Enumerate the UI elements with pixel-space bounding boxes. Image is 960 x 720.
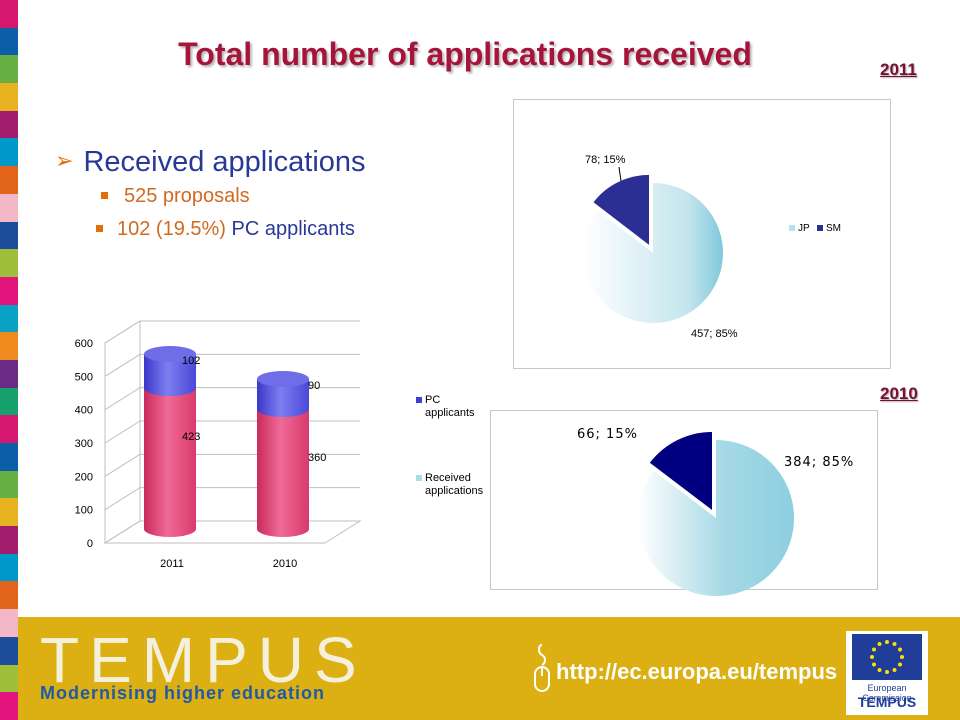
- bar-top-2010: [257, 371, 309, 387]
- bar-received-2011: [144, 388, 196, 537]
- legend-label: PC applicants: [425, 394, 475, 419]
- year-label-2011: 2011: [880, 60, 917, 79]
- square-bullet-icon: [96, 225, 103, 232]
- eu-flag-icon: [852, 634, 922, 680]
- legend-swatch: [416, 397, 422, 403]
- bar-top-2011: [144, 346, 196, 362]
- eu-logo-label: European Commission: [862, 683, 912, 703]
- data-label: 90: [308, 380, 320, 392]
- y-tick-label: 500: [75, 371, 93, 383]
- y-tick-label: 200: [75, 471, 93, 483]
- stacked-bar-chart: 0 100 200 300 400 500 600 423 102 2011 360 90 2010 PC…: [75, 320, 484, 570]
- tempus-tagline: Modernising higher education: [40, 683, 326, 703]
- bullet-pc-count: 102 (19.5%): [117, 218, 226, 240]
- gridline-side: [104, 353, 141, 377]
- bar-pc-2011: [144, 354, 196, 396]
- mouse-cursor-icon: [534, 644, 550, 692]
- gridline-side: [104, 520, 141, 544]
- x-tick-label: 2010: [273, 558, 297, 570]
- eu-logo-tempus: TEMPUS: [857, 694, 917, 710]
- pie-slice-jp: [583, 183, 723, 323]
- bullet-main-text: Received applications: [83, 146, 366, 178]
- year-label-2010: 2010: [880, 384, 918, 403]
- pie-slice-pc: [649, 431, 712, 510]
- y-tick-label: 100: [75, 505, 93, 517]
- pie-chart-2011: 78; 15% 457; 85% JP SM: [583, 154, 841, 340]
- footer-banner: TEMPUS Modernising higher education http…: [18, 617, 960, 720]
- bullet-received-applications: ➢ Received applications: [55, 146, 366, 179]
- y-tick-label: 0: [87, 538, 93, 550]
- pie-label-sm: 78; 15%: [585, 154, 626, 166]
- leader-line: [618, 166, 622, 182]
- data-label: 423: [182, 431, 200, 443]
- bullet-pc-text: PC applicants: [231, 218, 355, 240]
- legend-swatch-jp: [789, 225, 795, 231]
- y-tick-label: 300: [75, 438, 93, 450]
- bullet-proposals: 525 proposals: [101, 185, 250, 208]
- floor: [103, 520, 362, 544]
- y-tick-label: 400: [75, 405, 93, 417]
- gridline-side: [104, 420, 141, 444]
- data-label: 360: [308, 452, 326, 464]
- bar-pc-2010: [257, 379, 309, 417]
- arrow-bullet-icon: ➢: [55, 148, 74, 173]
- legend-swatch: [416, 475, 422, 481]
- slide-title: Total number of applications received: [178, 36, 752, 72]
- pie-label-pc: 66; 15%: [577, 427, 638, 442]
- gridline-side: [104, 387, 141, 411]
- pie-label-received: 384; 85%: [784, 455, 854, 470]
- gridline-side: [104, 320, 141, 344]
- pie-label-jp: 457; 85%: [691, 328, 738, 340]
- square-bullet-icon: [101, 192, 108, 199]
- decorative-color-stripe: [0, 0, 18, 720]
- y-tick-label: 600: [75, 338, 93, 350]
- gridline-side: [104, 453, 141, 477]
- tempus-logo: TEMPUS: [40, 624, 367, 696]
- bullet-pc-applicants: 102 (19.5%) PC applicants: [96, 218, 355, 241]
- data-label: 102: [182, 355, 200, 367]
- x-tick-label: 2011: [160, 558, 184, 570]
- pie-slice-sm: [593, 174, 650, 245]
- tempus-url-link[interactable]: http://ec.europa.eu/tempus: [556, 659, 838, 684]
- eu-logo: European Commission TEMPUS: [846, 631, 928, 715]
- pie-chart-2010: 66; 15% 384; 85%: [577, 427, 854, 596]
- legend-swatch-sm: [817, 225, 823, 231]
- bullet-proposals-text: 525 proposals: [124, 185, 250, 207]
- legend-label-sm: SM: [826, 223, 841, 234]
- bar-received-2010: [257, 409, 309, 537]
- legend-label: Received applications: [425, 472, 484, 497]
- gridline-side: [104, 487, 141, 511]
- legend-label-jp: JP: [798, 223, 810, 234]
- pie-slice-received: [638, 440, 794, 596]
